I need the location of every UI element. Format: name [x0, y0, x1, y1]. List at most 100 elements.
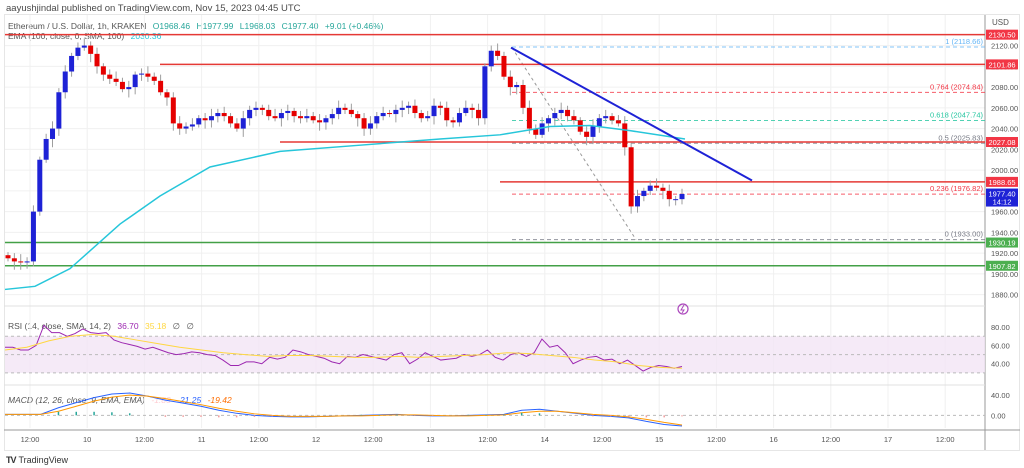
symbol-name[interactable]: Ethereum / U.S. Dollar, 1h, KRAKEN [8, 21, 147, 31]
macd-label[interactable]: MACD (12, 26, close, 9, EMA, EMA) [8, 395, 145, 405]
candle-body [647, 185, 653, 191]
price-tag-label: 2027.08 [988, 138, 1015, 147]
candle-body [126, 87, 132, 90]
price-axis-label: 1920.00 [991, 249, 1018, 258]
ema-legend: EMA (100, close, 0, SMA, 100) 2030.36 [8, 31, 165, 41]
price-tag-bg [986, 176, 1018, 187]
candle-body [603, 116, 609, 119]
price-axis-label: 2060.00 [991, 104, 1018, 113]
price-tag-label: 2130.50 [988, 31, 1015, 40]
macd-signal-line [5, 394, 683, 426]
candle-body [107, 74, 113, 79]
ohlc-close: C1977.40 [281, 21, 319, 31]
candle-body [50, 128, 56, 139]
candle-body [501, 55, 507, 77]
candle-body [88, 45, 94, 54]
time-axis-label: 12:00 [936, 435, 955, 444]
candle-body [514, 85, 520, 88]
candle-body [425, 116, 431, 119]
price-tag-label: 1930.19 [988, 239, 1015, 248]
candle-body [202, 118, 208, 121]
rsi-axis-label: 60.00 [991, 341, 1010, 350]
candle-body [221, 113, 227, 117]
candle-body [437, 105, 443, 108]
candle-body [361, 118, 367, 129]
candle-body [75, 47, 81, 56]
candle-body [240, 118, 246, 129]
fib-connector-line [511, 47, 637, 240]
candle-body [43, 138, 49, 160]
candle-body [412, 105, 418, 114]
candle-body [444, 107, 450, 121]
candle-body [558, 109, 564, 114]
candle-body [259, 107, 265, 110]
candle-body [476, 109, 482, 119]
ema-100-line [4, 124, 686, 291]
candle-body [596, 118, 602, 127]
candle-body [355, 114, 361, 119]
candle-body [183, 126, 189, 129]
candle-body [189, 124, 195, 127]
macd-legend: MACD (12, 26, close, 9, EMA, EMA) -1.83 … [8, 395, 236, 405]
candle-body [132, 74, 138, 88]
candle-body [666, 190, 672, 200]
candle-body [291, 110, 297, 117]
price-tag-bg [986, 260, 1018, 271]
fib-level-label: 0.764 (2074.84) [930, 82, 983, 91]
ema-value: 2030.36 [130, 31, 162, 41]
candle-body [482, 66, 488, 119]
fib-level-label: 0.618 (2047.74) [930, 111, 983, 120]
candle-body [456, 113, 462, 123]
rsi-extra-2: ∅ [186, 321, 194, 331]
candle-body [310, 116, 316, 121]
candle-body [37, 159, 43, 212]
candle-body [164, 92, 170, 98]
price-axis-label: 2040.00 [991, 125, 1018, 134]
candle-body [247, 109, 253, 119]
macd-axis-label: 0.00 [991, 411, 1006, 420]
candle-body [584, 131, 590, 137]
candle-body [139, 73, 145, 75]
candle-body [526, 107, 532, 129]
candle-body [113, 78, 119, 82]
lightning-icon[interactable] [677, 303, 689, 315]
rsi-label[interactable]: RSI (14, close, SMA, 14, 2) [8, 321, 111, 331]
brand-name: TradingView [18, 455, 69, 465]
currency-label[interactable]: USD [992, 18, 1009, 27]
candle-body [278, 113, 284, 119]
time-axis-label: 14 [541, 435, 549, 444]
fib-level-label: 0.5 (2025.83) [938, 133, 983, 142]
bearish-trendline[interactable] [510, 46, 753, 182]
price-axis-label: 1880.00 [991, 291, 1018, 300]
candle-body [228, 116, 234, 124]
chart-frame [4, 14, 1020, 451]
rsi-axis-label: 40.00 [991, 360, 1010, 369]
candle-body [208, 116, 214, 121]
candle-body [628, 147, 634, 207]
candle-body [495, 50, 501, 56]
candle-body [533, 128, 539, 135]
price-axis-label: 1940.00 [991, 228, 1018, 237]
candle-body [151, 76, 157, 81]
candle-body [253, 107, 259, 110]
candle-body [18, 261, 24, 263]
macd-hist-value: -1.83 [151, 395, 171, 405]
publisher-line: aayushjindal published on TradingView.co… [6, 3, 301, 14]
price-axis-label: 1960.00 [991, 208, 1018, 217]
candle-body [145, 73, 151, 77]
time-axis-label: 12:00 [21, 435, 40, 444]
candle-body [234, 123, 240, 129]
time-axis-label: 12:00 [478, 435, 497, 444]
price-axis-label: 2000.00 [991, 166, 1018, 175]
rsi-axis-label: 80.00 [991, 323, 1010, 332]
time-axis-label: 11 [198, 435, 206, 444]
candle-body [431, 105, 437, 117]
candle-body [469, 107, 475, 110]
rsi-legend: RSI (14, close, SMA, 14, 2) 36.70 35.18 … [8, 321, 198, 332]
ema-label[interactable]: EMA (100, close, 0, SMA, 100) [8, 31, 125, 41]
candle-body [552, 113, 558, 119]
candle-body [609, 116, 615, 121]
candle-body [615, 120, 621, 124]
candle-body [56, 92, 62, 129]
